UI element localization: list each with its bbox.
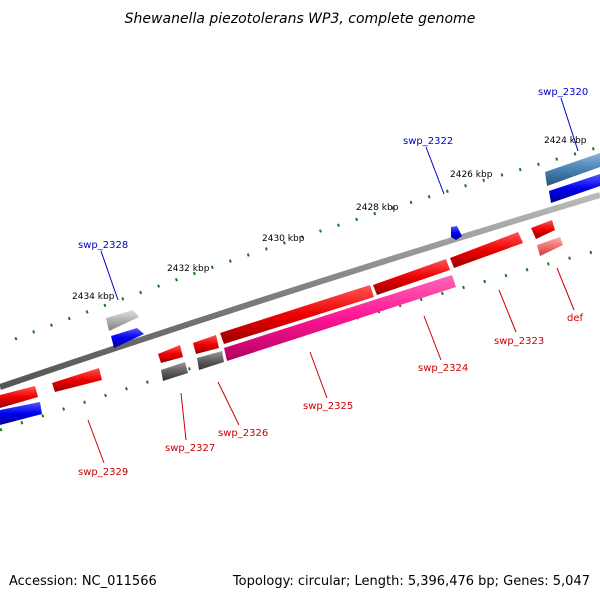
gene-feature-swp_2327b[interactable] bbox=[161, 362, 188, 381]
leader-line-swp_2325 bbox=[309, 351, 328, 399]
accession-text: Accession: NC_011566 bbox=[9, 574, 157, 589]
gene-feature-def-upper[interactable] bbox=[531, 220, 555, 239]
leader-line-swp_2326 bbox=[217, 381, 240, 426]
leader-line-swp_2322 bbox=[425, 146, 445, 195]
tick-label-2428: 2428 kbp bbox=[356, 203, 399, 213]
leader-line-swp_2324 bbox=[423, 315, 442, 361]
gene-label-swp_2323[interactable]: swp_2323 bbox=[494, 336, 544, 347]
leader-line-swp_2323 bbox=[498, 289, 517, 333]
leader-line-swp_2327 bbox=[180, 392, 187, 441]
gene-feature-swp_2323b[interactable] bbox=[373, 259, 450, 295]
leader-line-swp_2329 bbox=[87, 419, 105, 464]
gene-label-swp_2320[interactable]: swp_2320 bbox=[538, 87, 588, 98]
gene-label-swp_2322[interactable]: swp_2322 bbox=[403, 136, 453, 147]
gene-feature-def[interactable] bbox=[537, 237, 563, 256]
genome-backbone bbox=[0, 192, 600, 390]
gene-feature-swp_2325[interactable] bbox=[220, 285, 374, 344]
gene-feature-swp_2322[interactable] bbox=[451, 226, 462, 240]
gene-feature-swp_2324[interactable] bbox=[224, 275, 456, 361]
leader-line-swp_2320 bbox=[560, 97, 579, 152]
gene-label-swp_2329[interactable]: swp_2329 bbox=[78, 467, 128, 478]
gene-feature-swp_2326[interactable] bbox=[193, 335, 219, 354]
tick-label-2434: 2434 kbp bbox=[72, 292, 115, 302]
gene-label-def[interactable]: def bbox=[567, 313, 584, 324]
gene-feature-swp_2329[interactable] bbox=[52, 368, 102, 392]
gene-feature-swp_2330b[interactable] bbox=[0, 402, 42, 425]
gene-feature-swp_2323[interactable] bbox=[450, 232, 523, 268]
genome-summary-text: Topology: circular; Length: 5,396,476 bp… bbox=[232, 574, 590, 589]
tick-label-2426: 2426 kbp bbox=[450, 170, 493, 180]
leader-line-swp_2328 bbox=[100, 250, 119, 301]
gene-label-swp_2328[interactable]: swp_2328 bbox=[78, 240, 128, 251]
leader-line-def bbox=[556, 267, 575, 311]
gene-feature-swp_2328[interactable] bbox=[106, 310, 144, 348]
tick-label-2424: 2424 kbp bbox=[544, 136, 587, 146]
gene-label-swp_2327[interactable]: swp_2327 bbox=[165, 443, 215, 454]
gene-feature-swp_2320[interactable] bbox=[545, 153, 600, 203]
gene-label-swp_2324[interactable]: swp_2324 bbox=[418, 363, 468, 374]
map-title: Shewanella piezotolerans WP3, complete g… bbox=[125, 11, 476, 27]
tick-track-inner bbox=[0, 248, 600, 432]
gene-label-swp_2325[interactable]: swp_2325 bbox=[303, 401, 353, 412]
gene-feature-swp_2326b[interactable] bbox=[197, 351, 224, 370]
gene-feature-swp_2327[interactable] bbox=[158, 345, 183, 363]
gene-label-swp_2326[interactable]: swp_2326 bbox=[218, 428, 268, 439]
gene-feature-swp_2330[interactable] bbox=[0, 386, 38, 408]
tick-label-2430: 2430 kbp bbox=[262, 234, 305, 244]
tick-label-2432: 2432 kbp bbox=[167, 264, 210, 274]
